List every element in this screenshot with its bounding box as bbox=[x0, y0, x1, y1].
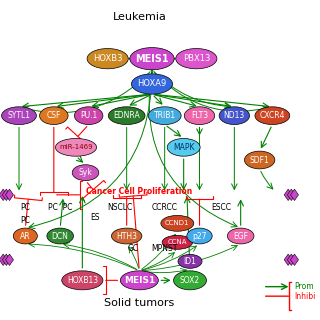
Text: ND13: ND13 bbox=[224, 111, 245, 120]
Ellipse shape bbox=[72, 165, 99, 180]
Text: TRIB1: TRIB1 bbox=[154, 111, 176, 120]
Text: MEIS1: MEIS1 bbox=[124, 276, 155, 285]
Text: HOXB13: HOXB13 bbox=[67, 276, 98, 285]
Text: CCND1: CCND1 bbox=[165, 220, 189, 226]
Ellipse shape bbox=[228, 228, 254, 244]
Text: Prom: Prom bbox=[294, 282, 314, 291]
Text: miR-1469: miR-1469 bbox=[59, 144, 93, 150]
Ellipse shape bbox=[178, 254, 202, 268]
Text: MPNST: MPNST bbox=[151, 244, 178, 253]
Text: CCNA: CCNA bbox=[168, 239, 187, 245]
Text: HTH3: HTH3 bbox=[116, 231, 137, 241]
Text: MEIS1: MEIS1 bbox=[135, 54, 169, 64]
Polygon shape bbox=[291, 254, 299, 266]
Ellipse shape bbox=[173, 271, 206, 290]
Text: PC  PC: PC PC bbox=[48, 203, 72, 212]
Text: ES: ES bbox=[90, 212, 100, 221]
Ellipse shape bbox=[244, 151, 275, 169]
Polygon shape bbox=[2, 189, 10, 201]
Ellipse shape bbox=[187, 228, 212, 244]
Ellipse shape bbox=[62, 271, 103, 290]
Text: ESCC: ESCC bbox=[212, 203, 232, 212]
Text: Leukemia: Leukemia bbox=[112, 12, 166, 22]
Ellipse shape bbox=[47, 228, 74, 244]
Ellipse shape bbox=[161, 215, 194, 231]
Polygon shape bbox=[0, 189, 7, 201]
Ellipse shape bbox=[111, 228, 142, 244]
Ellipse shape bbox=[13, 228, 37, 244]
Ellipse shape bbox=[87, 49, 128, 69]
Text: PC: PC bbox=[20, 203, 30, 212]
Text: SOX2: SOX2 bbox=[180, 276, 200, 285]
Polygon shape bbox=[287, 189, 295, 201]
Text: SYTL1: SYTL1 bbox=[7, 111, 30, 120]
Text: AR: AR bbox=[20, 231, 31, 241]
Text: EGF: EGF bbox=[233, 231, 248, 241]
Polygon shape bbox=[291, 189, 299, 201]
Polygon shape bbox=[5, 189, 13, 201]
Ellipse shape bbox=[167, 139, 200, 156]
Text: ID1: ID1 bbox=[184, 257, 196, 266]
Polygon shape bbox=[287, 254, 295, 266]
Text: Inhibi: Inhibi bbox=[294, 292, 316, 301]
Ellipse shape bbox=[176, 49, 217, 69]
Polygon shape bbox=[5, 254, 13, 266]
Text: FLT3: FLT3 bbox=[191, 111, 208, 120]
Text: EDNRA: EDNRA bbox=[113, 111, 140, 120]
Ellipse shape bbox=[219, 107, 250, 124]
Polygon shape bbox=[2, 254, 10, 266]
Ellipse shape bbox=[2, 107, 36, 124]
Text: Solid tumors: Solid tumors bbox=[104, 298, 174, 308]
Polygon shape bbox=[284, 189, 292, 201]
Text: HOXB3: HOXB3 bbox=[93, 54, 123, 63]
Ellipse shape bbox=[130, 48, 174, 70]
Ellipse shape bbox=[55, 139, 97, 156]
Text: CSF: CSF bbox=[47, 111, 61, 120]
Text: PC: PC bbox=[20, 216, 30, 225]
Ellipse shape bbox=[162, 236, 193, 249]
Ellipse shape bbox=[108, 107, 145, 124]
Ellipse shape bbox=[132, 74, 172, 94]
Text: PU.1: PU.1 bbox=[80, 111, 97, 120]
Text: PBX13: PBX13 bbox=[183, 54, 210, 63]
Text: SDF1: SDF1 bbox=[250, 156, 269, 164]
Text: GC: GC bbox=[127, 244, 139, 253]
Polygon shape bbox=[0, 254, 7, 266]
Text: Syk: Syk bbox=[79, 168, 92, 177]
Text: DCN: DCN bbox=[52, 231, 68, 241]
Text: MAPK: MAPK bbox=[173, 143, 195, 152]
Ellipse shape bbox=[120, 271, 158, 290]
Ellipse shape bbox=[148, 107, 181, 124]
Text: CCRCC: CCRCC bbox=[152, 203, 178, 212]
Text: Cancer Cell Proliferation: Cancer Cell Proliferation bbox=[86, 187, 192, 196]
Ellipse shape bbox=[255, 107, 290, 124]
Text: p27: p27 bbox=[192, 231, 207, 241]
Ellipse shape bbox=[184, 107, 215, 124]
Text: CXCR4: CXCR4 bbox=[260, 111, 285, 120]
Text: NSCLC: NSCLC bbox=[108, 203, 133, 212]
Polygon shape bbox=[284, 254, 292, 266]
Text: HOXA9: HOXA9 bbox=[137, 79, 167, 89]
Ellipse shape bbox=[40, 107, 68, 124]
Ellipse shape bbox=[75, 107, 103, 124]
